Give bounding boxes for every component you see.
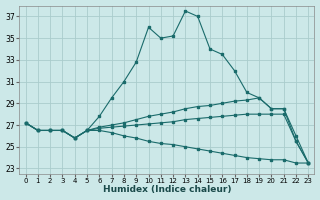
X-axis label: Humidex (Indice chaleur): Humidex (Indice chaleur)	[103, 185, 231, 194]
